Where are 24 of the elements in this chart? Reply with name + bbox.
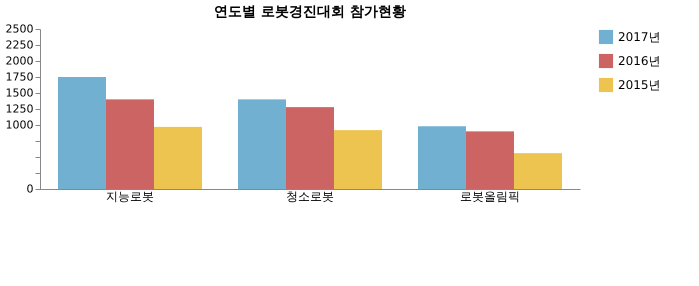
- y-tick-label: 0: [26, 182, 34, 196]
- bar: [286, 107, 334, 189]
- y-tick-label: 2000: [6, 54, 34, 68]
- bar: [514, 153, 562, 189]
- bar: [154, 126, 202, 189]
- bar: [334, 130, 382, 189]
- y-tick-label: 2250: [6, 38, 34, 52]
- bar: [238, 99, 286, 189]
- legend-label: 2015년: [618, 78, 661, 92]
- y-tick-label: 2500: [6, 22, 34, 36]
- x-tick-label: 로봇올림픽: [460, 190, 520, 204]
- y-tick-label: 1500: [6, 86, 34, 100]
- x-tick-label: 지능로봇: [106, 190, 154, 204]
- y-tick-label: 1250: [6, 102, 34, 116]
- x-tick-label: 청소로봇: [286, 190, 334, 204]
- bar: [466, 131, 514, 189]
- y-tick-label: 1750: [6, 70, 34, 84]
- bar: [58, 77, 106, 189]
- bar: [418, 126, 466, 189]
- legend-label: 2016년: [618, 54, 661, 68]
- bar: [106, 99, 154, 189]
- chart-title: 연도별 로봇경진대회 참가현황: [214, 4, 406, 20]
- y-tick-label: 1000: [6, 118, 34, 132]
- legend-label: 2017년: [618, 30, 661, 44]
